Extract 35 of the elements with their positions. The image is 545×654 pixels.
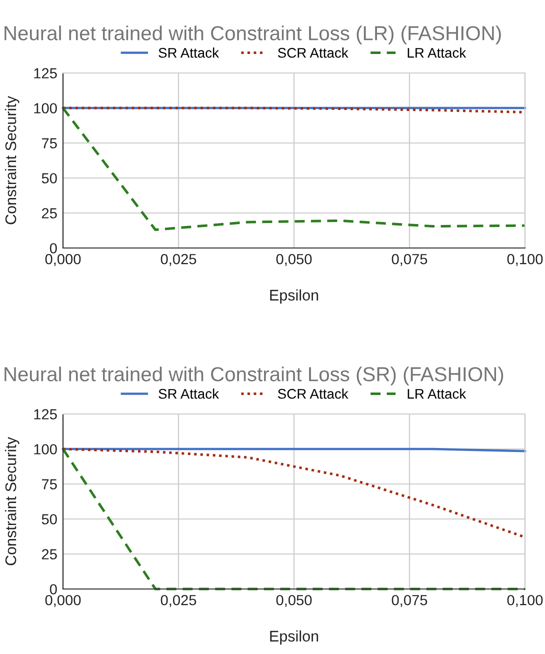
x-tick-label: 0,075: [392, 594, 428, 607]
x-tick-label: 0,075: [392, 254, 428, 266]
chart-title: Neural net trained with Constraint Loss (SR) (FASHION): [4, 366, 504, 386]
x-tick-label: 0,050: [276, 594, 312, 607]
y-tick-label: 75: [42, 138, 57, 148]
legend-label: SCR Attack: [278, 388, 348, 399]
y-tick-label: 75: [42, 479, 57, 490]
y-tick-label: 25: [42, 549, 57, 560]
legend-label: SR Attack: [158, 48, 220, 58]
x-tick-label: 0,050: [276, 254, 312, 266]
legend-label: LR Attack: [408, 48, 466, 58]
y-tick-label: 50: [42, 514, 57, 524]
x-axis-title: Epsilon: [270, 630, 318, 645]
y-axis-title: Constraint Security: [4, 436, 20, 566]
y-tick-label: 25: [42, 208, 57, 218]
x-axis-title: Epsilon: [270, 289, 318, 304]
x-tick-label: 0,000: [45, 254, 81, 266]
y-tick-label: 100: [34, 103, 57, 114]
x-tick-label: 0,025: [160, 254, 196, 266]
line-series: [62, 106, 526, 232]
y-tick-label: 0: [50, 584, 57, 594]
y-tick-label: 125: [34, 68, 57, 78]
y-tick-label: 125: [34, 409, 57, 420]
legend-label: LR Attack: [408, 388, 466, 399]
y-tick-label: 0: [50, 243, 57, 254]
x-tick-label: 0,025: [160, 594, 196, 607]
x-tick-label: 0,100: [507, 594, 543, 607]
legend-label: SCR Attack: [278, 48, 348, 58]
y-tick-label: 50: [42, 173, 57, 184]
chart-title: Neural net trained with Constraint Loss (LR) (FASHION): [4, 26, 501, 44]
y-axis-title: Constraint Security: [4, 96, 20, 224]
y-tick-label: 100: [34, 444, 57, 454]
legend-label: SR Attack: [158, 388, 220, 399]
x-tick-label: 0,000: [45, 594, 81, 607]
x-tick-label: 0,100: [507, 254, 543, 266]
